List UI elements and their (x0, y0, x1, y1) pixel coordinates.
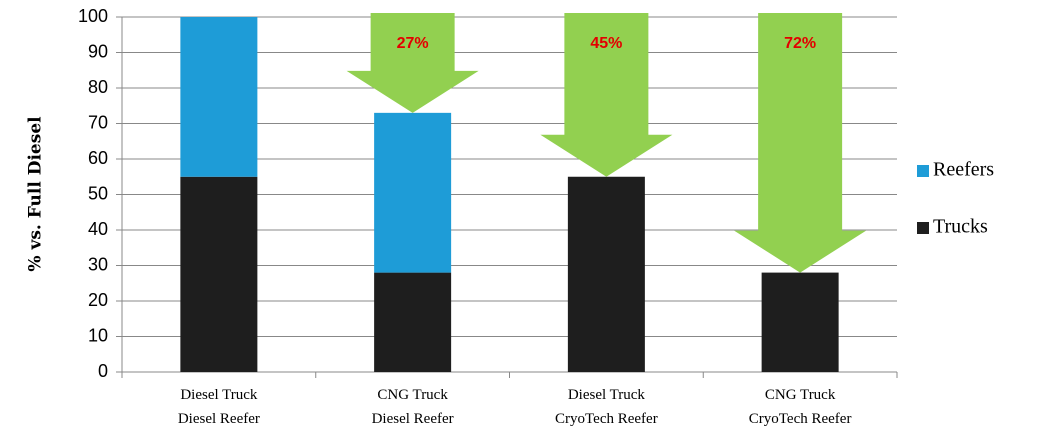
reduction-arrow (346, 13, 479, 113)
legend-label: Reefers (933, 159, 994, 181)
annotation: 27% (397, 35, 429, 52)
bar (180, 17, 258, 177)
annotation: 45% (590, 35, 622, 52)
y-tick-label: 30 (88, 254, 108, 274)
y-tick-label: 10 (88, 325, 108, 345)
x-tick-label: CNG Truck CryoTech Reefer (749, 387, 852, 427)
bar (761, 272, 839, 372)
y-tick-label: 50 (88, 183, 108, 203)
y-tick-label: 100 (78, 6, 108, 26)
legend-label: Trucks (933, 216, 988, 238)
x-tick-label: Diesel Truck Diesel Reefer (178, 387, 260, 427)
y-tick-label: 40 (88, 219, 108, 239)
y-tick-label: 60 (88, 148, 108, 168)
y-axis-label: % vs. Full Diesel (26, 116, 46, 272)
bar (374, 112, 452, 273)
legend-swatch (917, 165, 929, 177)
annotation: 72% (784, 35, 816, 52)
reduction-arrow (540, 13, 673, 177)
y-tick-label: 90 (88, 41, 108, 61)
y-tick-label: 80 (88, 77, 108, 97)
legend-swatch (917, 222, 929, 234)
x-tick-label: CNG Truck Diesel Reefer (372, 387, 454, 427)
bar (180, 176, 258, 372)
y-tick-label: 20 (88, 290, 108, 310)
x-tick-label: Diesel Truck CryoTech Reefer (555, 387, 658, 427)
bar (567, 176, 645, 372)
y-tick-label: 70 (88, 112, 108, 132)
y-tick-label: 0 (98, 361, 108, 381)
bar (374, 272, 452, 372)
reduction-arrow (734, 13, 867, 273)
